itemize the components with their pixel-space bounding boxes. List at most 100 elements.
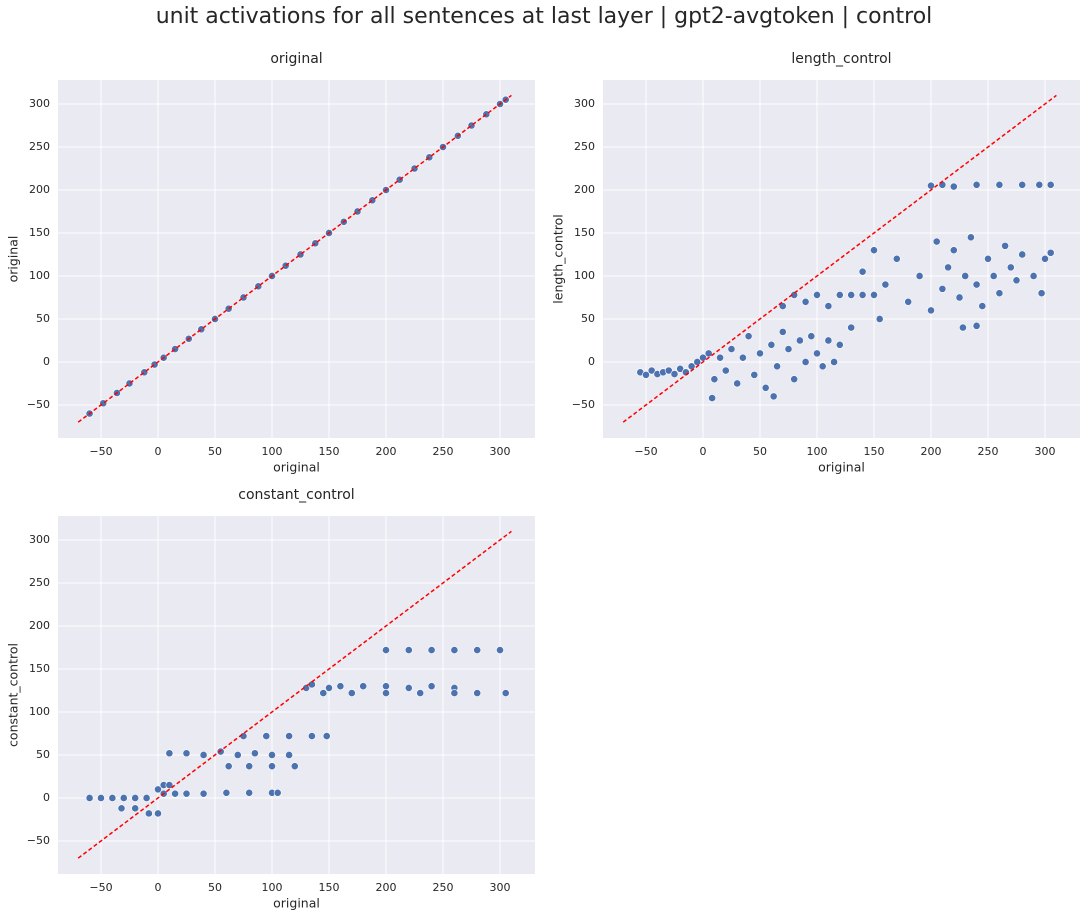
- y-tick-label: 100: [29, 269, 50, 282]
- point: [404, 646, 413, 654]
- point: [767, 340, 776, 349]
- x-axis-label: original: [273, 896, 320, 911]
- plot-area: [58, 516, 535, 874]
- point: [273, 788, 282, 797]
- subplot: −50 0 50 100 150 200 250 300 −50 0 50 100 150 200 250 3…: [6, 487, 535, 911]
- point: [801, 297, 810, 306]
- point: [319, 689, 328, 697]
- point: [881, 280, 890, 289]
- x-tick-label: 200: [920, 445, 941, 458]
- point: [927, 181, 935, 190]
- point: [285, 751, 293, 759]
- y-tick-label: 150: [29, 662, 50, 675]
- point: [119, 794, 128, 802]
- x-tick-label: −50: [89, 445, 112, 458]
- point: [949, 246, 958, 255]
- point: [382, 682, 390, 691]
- point: [1041, 254, 1049, 263]
- point: [647, 366, 656, 375]
- point: [807, 332, 816, 341]
- x-tick-label: 200: [375, 445, 396, 458]
- x-tick-label: 150: [863, 445, 884, 458]
- point: [710, 375, 719, 384]
- y-tick-label: 300: [29, 97, 50, 110]
- point: [972, 180, 981, 189]
- point: [778, 302, 787, 310]
- x-tick-label: 150: [318, 881, 339, 894]
- y-tick-label: 200: [574, 183, 595, 196]
- point: [738, 353, 747, 362]
- x-tick-label: 50: [208, 881, 222, 894]
- point: [117, 804, 126, 813]
- y-tick-label: 200: [29, 183, 50, 196]
- y-tick-label: −50: [27, 398, 50, 411]
- point: [858, 267, 867, 276]
- point: [642, 370, 650, 379]
- point: [972, 321, 981, 330]
- point: [302, 684, 311, 692]
- x-tick-label: 300: [490, 881, 511, 894]
- point: [108, 794, 117, 802]
- point: [875, 315, 884, 323]
- point: [790, 375, 799, 384]
- x-tick-label: 300: [1035, 445, 1056, 458]
- y-tick-label: 200: [29, 619, 50, 632]
- point: [773, 362, 781, 371]
- point: [473, 646, 482, 654]
- point: [708, 394, 717, 402]
- x-tick-label: 100: [261, 881, 282, 894]
- y-tick-label: −50: [572, 398, 595, 411]
- point: [795, 336, 804, 345]
- point: [322, 732, 331, 740]
- point: [949, 182, 958, 191]
- x-tick-label: 200: [375, 881, 396, 894]
- reference-line: [622, 94, 1057, 423]
- y-tick-label: 0: [43, 355, 50, 368]
- x-tick-label: 250: [977, 445, 998, 458]
- point: [801, 358, 810, 366]
- point: [961, 272, 970, 280]
- point: [85, 794, 94, 802]
- point: [224, 762, 233, 771]
- x-tick-label: 0: [699, 445, 706, 458]
- point: [347, 689, 356, 697]
- point: [664, 366, 673, 375]
- subplot-title: length_control: [791, 51, 891, 67]
- point: [250, 749, 259, 758]
- y-axis-label: length_control: [551, 214, 566, 303]
- x-tick-label: 100: [806, 445, 827, 458]
- y-tick-label: 50: [36, 748, 50, 761]
- point: [858, 291, 867, 299]
- x-tick-label: 0: [154, 445, 161, 458]
- point: [1046, 248, 1055, 257]
- point: [744, 332, 753, 341]
- point: [984, 254, 992, 263]
- point: [142, 794, 151, 802]
- x-tick-label: −50: [89, 881, 112, 894]
- point: [904, 297, 913, 306]
- point: [165, 749, 174, 758]
- point: [966, 233, 975, 242]
- point: [1018, 180, 1027, 189]
- subplot-title: constant_control: [238, 487, 354, 503]
- point: [233, 751, 242, 759]
- x-tick-label: 150: [318, 445, 339, 458]
- point: [144, 809, 153, 818]
- point: [750, 370, 759, 379]
- point: [824, 336, 833, 345]
- y-tick-label: 0: [588, 355, 595, 368]
- y-tick-label: 100: [29, 705, 50, 718]
- point: [307, 732, 316, 740]
- point: [784, 345, 793, 353]
- point: [892, 254, 901, 263]
- figure-title: unit activations for all sentences at la…: [156, 4, 933, 29]
- point: [995, 180, 1004, 189]
- point: [131, 804, 140, 813]
- point: [222, 788, 231, 797]
- y-tick-label: 300: [574, 97, 595, 110]
- point: [847, 291, 856, 299]
- point: [359, 682, 368, 691]
- subplot: −50 0 50 100 150 200 250 300 −50 0 50 100 150 200 250 3…: [6, 51, 535, 475]
- point: [761, 383, 770, 392]
